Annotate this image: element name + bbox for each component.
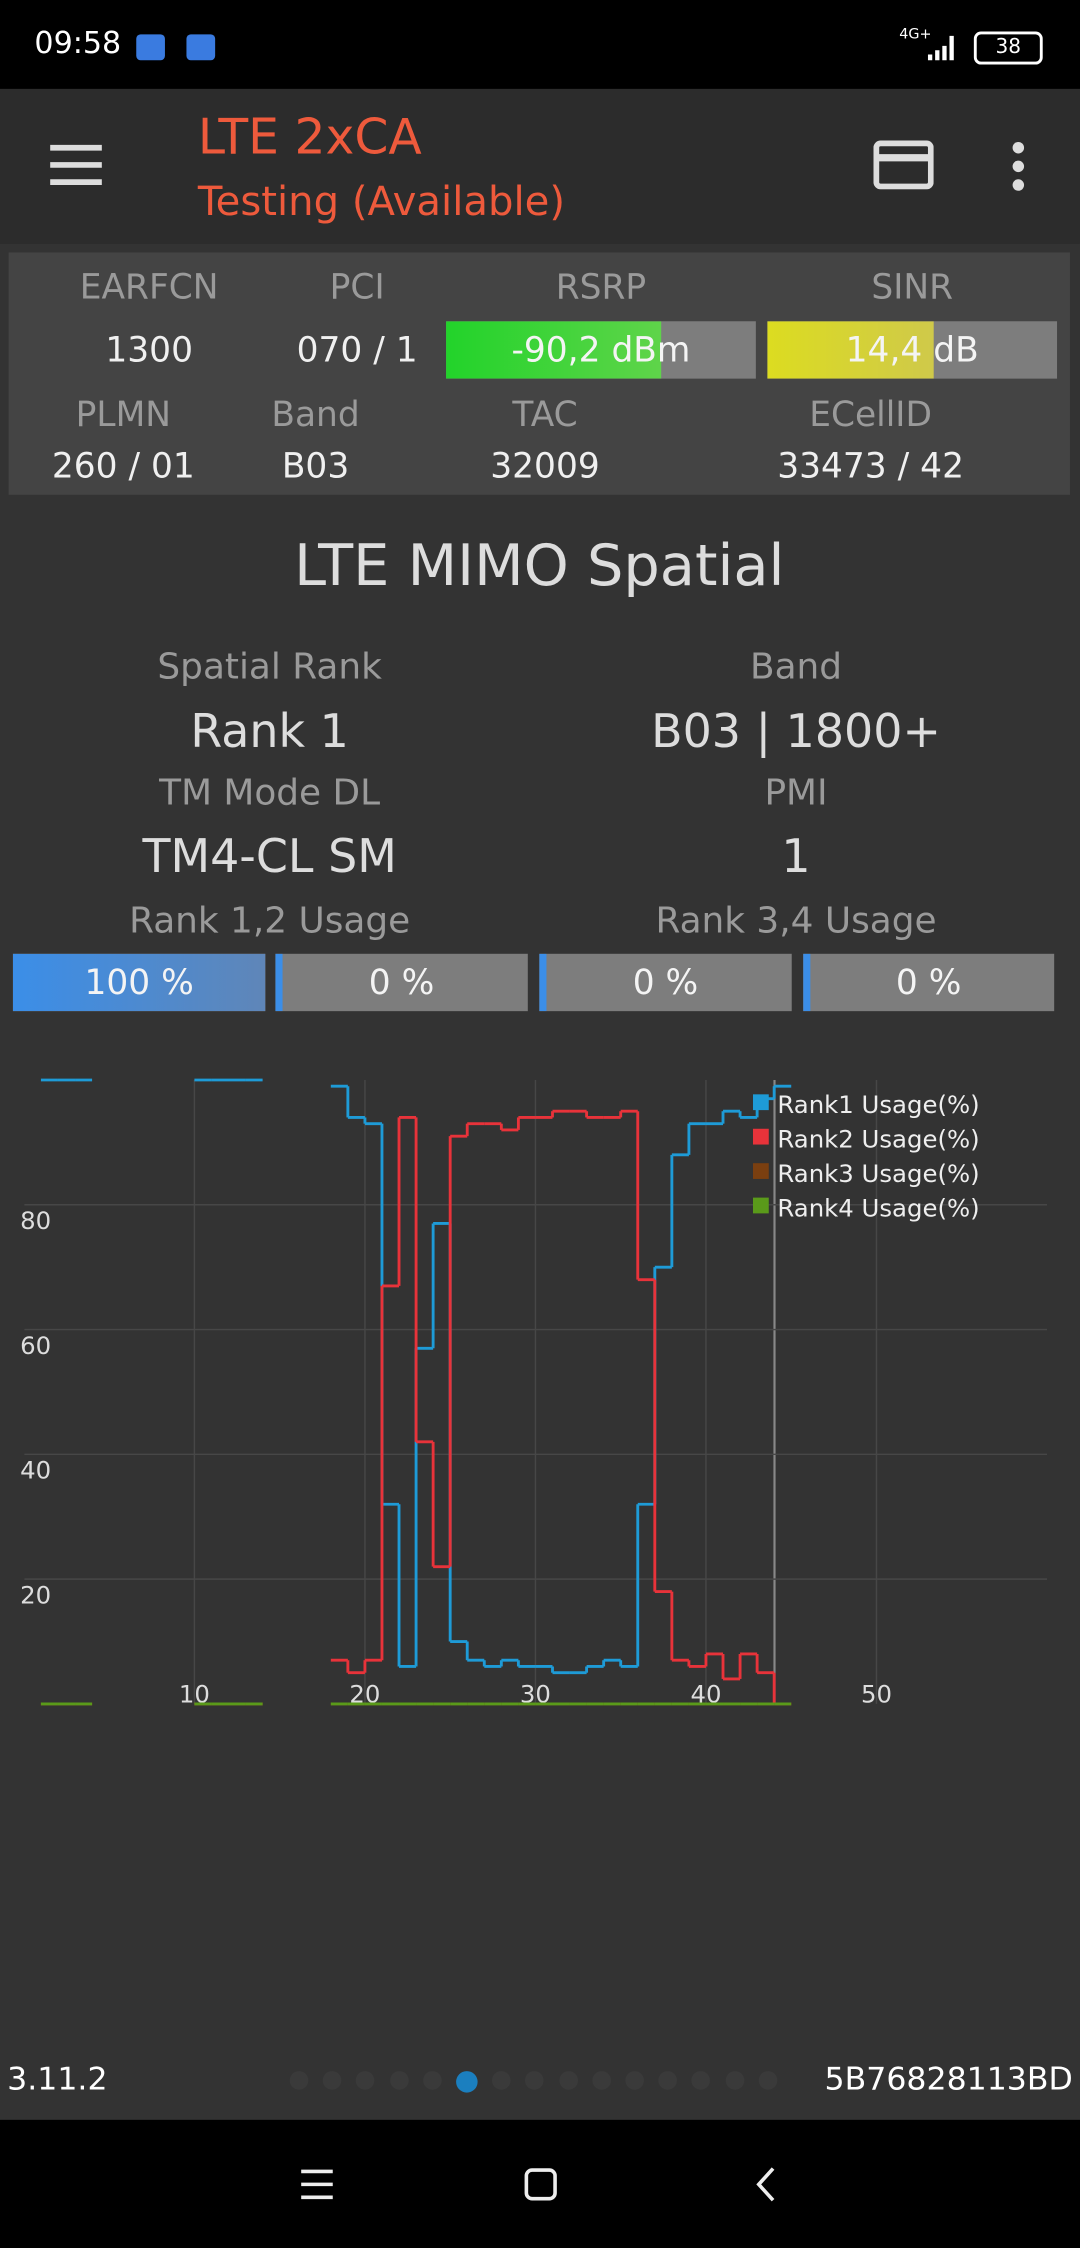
value: Rank 1: [190, 704, 349, 759]
page-indicator: [289, 2071, 778, 2094]
value: 1300: [105, 329, 193, 371]
navigation-bar: [0, 2119, 1080, 2248]
label: SINR: [871, 266, 954, 307]
toolbar: LTE 2xCA Testing (Available): [0, 88, 1080, 244]
status-bar: 09:58 4G+ 38: [0, 0, 1080, 89]
legend-swatch: [752, 1094, 769, 1111]
label: Rank 1,2 Usage: [129, 899, 411, 941]
value: B03 | 1800+: [651, 704, 941, 759]
value: -90,2 dBm: [511, 329, 691, 371]
usage-bar: 0 %: [803, 953, 1055, 1012]
legend-swatch: [752, 1197, 769, 1214]
y-tick-label: 60: [20, 1331, 51, 1360]
legend-label: Rank4 Usage(%): [777, 1193, 979, 1222]
label: RSRP: [555, 266, 647, 307]
recents-button[interactable]: [298, 2167, 335, 2201]
legend-label: Rank3 Usage(%): [777, 1159, 979, 1188]
time: 09:58: [34, 25, 122, 61]
value: 0 %: [368, 962, 435, 1003]
usage-bar: 0 %: [539, 953, 792, 1012]
signal-icon: [927, 35, 954, 61]
notification-icon: [186, 34, 216, 61]
usage-bar: 100 %: [12, 953, 266, 1012]
value: TM4-CL SM: [142, 829, 397, 884]
y-tick-label: 40: [20, 1456, 51, 1485]
label: Rank 3,4 Usage: [655, 899, 937, 941]
overflow-button[interactable]: [1007, 141, 1030, 193]
toolbar-subtitle: Testing (Available): [197, 177, 566, 226]
value: 32009: [490, 446, 600, 487]
y-tick-label: 80: [20, 1206, 51, 1235]
value: 260 / 01: [51, 446, 195, 487]
label: Spatial Rank: [157, 645, 382, 688]
rsrp-bar: -90,2 dBm: [446, 321, 756, 379]
label: PCI: [329, 266, 385, 307]
device-id: 5B76828113BD: [824, 2062, 1073, 2099]
legend-label: Rank1 Usage(%): [777, 1090, 979, 1119]
value: 14,4 dB: [845, 329, 979, 371]
card-button[interactable]: [873, 140, 934, 190]
sinr-bar: 14,4 dB: [767, 321, 1058, 379]
value: 33473 / 42: [777, 446, 964, 487]
network-type: 4G+: [899, 27, 932, 44]
value: 1: [781, 829, 811, 884]
back-button[interactable]: [752, 2166, 781, 2203]
legend-label: Rank2 Usage(%): [777, 1124, 979, 1153]
section-title: LTE MIMO Spatial: [294, 533, 785, 600]
home-button[interactable]: [522, 2166, 559, 2203]
label: PLMN: [75, 394, 172, 435]
x-tick-label: 50: [861, 1679, 892, 1708]
label: Band: [749, 645, 843, 688]
legend-swatch: [752, 1163, 769, 1179]
value: 070 / 1: [296, 329, 418, 371]
value: B03: [281, 446, 350, 487]
label: EARFCN: [79, 266, 219, 307]
battery: 38: [973, 31, 1043, 65]
value: 0 %: [895, 962, 962, 1003]
label: TM Mode DL: [159, 771, 381, 814]
y-tick-label: 20: [20, 1581, 51, 1610]
menu-button[interactable]: [49, 143, 104, 186]
label: ECellID: [809, 394, 932, 435]
label: Band: [271, 394, 360, 435]
toolbar-title: LTE 2xCA: [197, 109, 422, 167]
version: 3.11.2: [7, 2062, 108, 2099]
value: 100 %: [84, 962, 194, 1003]
value: 0 %: [632, 962, 699, 1003]
usage-bar: 0 %: [275, 953, 528, 1012]
legend-swatch: [752, 1128, 769, 1145]
notification-icon: [136, 34, 165, 61]
label: PMI: [764, 771, 828, 814]
label: TAC: [512, 394, 578, 435]
